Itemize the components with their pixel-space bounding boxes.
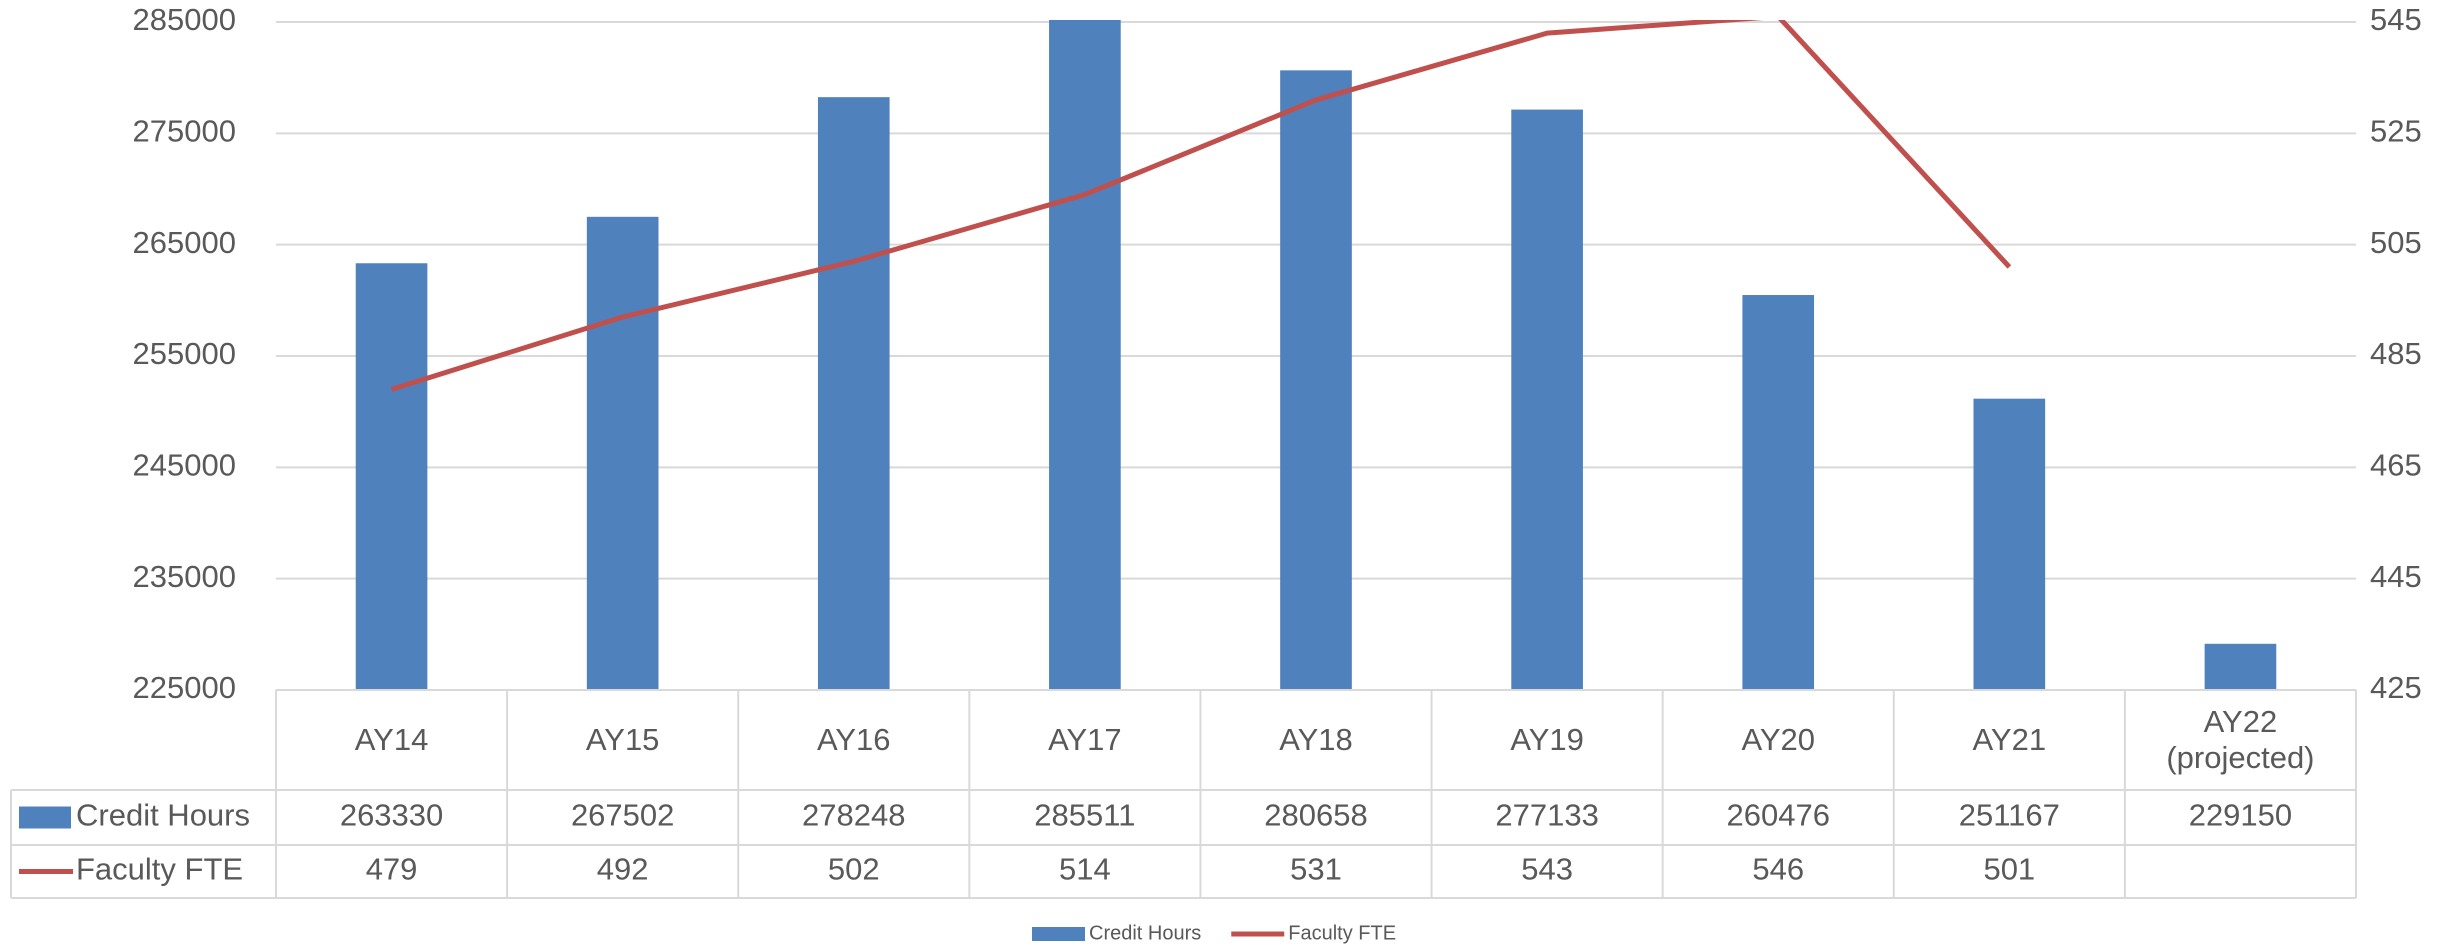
bar (2204, 643, 2277, 690)
table-value: 543 (1521, 852, 1573, 887)
y-tick-label: 275000 (133, 114, 236, 149)
category-cell: AY17 (1048, 722, 1122, 758)
y2-tick-label: 445 (2370, 559, 2422, 594)
x-tick-label: AY18 (1279, 722, 1353, 758)
table-value: 479 (366, 852, 418, 887)
table-value: 492 (597, 852, 649, 887)
row-label: Credit Hours (76, 798, 250, 833)
line (390, 20, 2012, 392)
x-tick-label: AY20 (1741, 722, 1815, 758)
bar (1049, 20, 1121, 690)
table-legend-key (19, 806, 71, 829)
category-cell: AY18 (1279, 722, 1353, 758)
table-value: 260476 (1726, 798, 1829, 833)
y-tick-label: 235000 (133, 559, 236, 594)
table-value: 277133 (1495, 798, 1598, 833)
legend-label: Credit Hours (1089, 922, 1201, 944)
table-value: 546 (1752, 852, 1804, 887)
category-cell: AY15 (585, 722, 660, 758)
table-value: 229150 (2189, 798, 2292, 833)
bar (355, 263, 428, 690)
bar (1973, 398, 2046, 690)
y-tick-label: 255000 (133, 336, 236, 371)
legend-key (1032, 927, 1085, 941)
y2-tick-label: 505 (2370, 225, 2422, 260)
table-value: 263330 (340, 798, 443, 833)
y-tick-label: 225000 (133, 670, 236, 705)
x-tick-label: AY17 (1048, 722, 1122, 758)
category-cell: AY20 (1741, 722, 1815, 758)
table-value: 501 (1983, 852, 2035, 887)
bar (1511, 109, 1583, 690)
category-cell: AY22 (projected) (2166, 704, 2315, 775)
table-value: 502 (828, 852, 880, 887)
bar (1742, 295, 1815, 690)
bar (586, 216, 659, 690)
category-cell: AY19 (1510, 722, 1584, 758)
y2-tick-label: 425 (2370, 670, 2422, 705)
y2-tick-label: 465 (2370, 448, 2422, 483)
table-value: 514 (1059, 852, 1111, 887)
y-tick-label: 245000 (133, 448, 236, 483)
y2-tick-label: 485 (2370, 336, 2422, 371)
x-tick-label: AY21 (1972, 722, 2047, 758)
bar (1280, 70, 1352, 690)
table-value: 251167 (1959, 798, 2060, 833)
y-tick-label: 285000 (133, 2, 236, 37)
y-tick-label: 265000 (133, 225, 236, 260)
x-tick-label: AY19 (1510, 722, 1584, 758)
category-cell: AY16 (817, 722, 891, 758)
y2-tick-label: 525 (2370, 114, 2422, 149)
table-value: 280658 (1264, 798, 1367, 833)
x-tick-label: AY15 (585, 722, 660, 758)
x-tick-label: AY14 (354, 722, 429, 758)
x-tick-label: AY22 (projected) (2166, 704, 2315, 775)
category-cell: AY21 (1972, 722, 2047, 758)
legend-label: Faculty FTE (1288, 922, 1396, 944)
row-label: Faculty FTE (76, 852, 243, 887)
table-value: 267502 (571, 798, 674, 833)
y2-tick-label: 545 (2370, 2, 2422, 37)
plot-area (355, 20, 2277, 690)
table-value: 285511 (1034, 798, 1135, 833)
bar (817, 97, 890, 690)
x-tick-label: AY16 (817, 722, 891, 758)
table-value: 531 (1290, 852, 1342, 887)
category-cell: AY14 (354, 722, 429, 758)
table-value: 278248 (802, 798, 905, 833)
